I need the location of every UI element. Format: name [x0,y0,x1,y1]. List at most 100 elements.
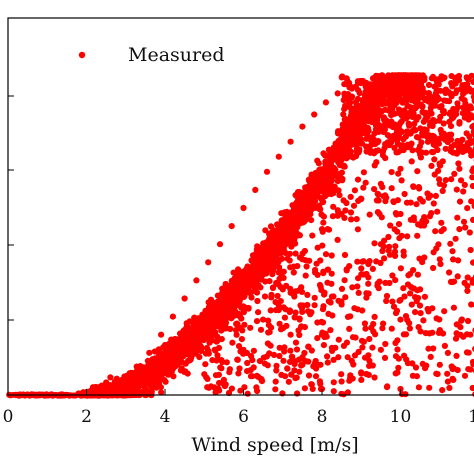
data-point [381,75,388,82]
data-point [327,327,334,334]
x-tick-label: 10 [390,407,412,427]
plot-frame [7,17,474,396]
data-point [238,336,245,343]
data-point [404,102,411,109]
data-point [184,370,191,377]
data-point [365,274,372,281]
data-point [193,320,200,328]
data-point [409,360,416,367]
data-point [425,345,432,352]
data-point [340,197,347,204]
data-point [358,337,366,344]
data-point [260,255,267,262]
data-point [399,99,406,106]
data-point [406,325,413,332]
data-point [415,384,422,391]
data-point [278,219,285,227]
data-point [420,118,427,125]
data-point [427,192,434,199]
data-point [137,377,144,384]
data-point [370,113,378,120]
data-point [301,349,308,357]
data-point [269,284,277,291]
data-point [298,196,305,203]
data-point [371,186,378,193]
data-point [340,131,347,138]
data-point [444,370,451,377]
data-point [162,341,169,349]
data-point [436,135,443,142]
data-point [324,359,331,366]
data-point [266,260,273,267]
data-point [330,356,337,363]
data-point [306,198,314,205]
data-point [241,384,248,391]
data-point [363,102,370,109]
data-point [389,272,396,279]
data-point [212,372,220,379]
data-point [471,138,474,145]
data-point [178,365,185,372]
data-point [419,217,426,224]
data-point [248,353,255,360]
data-point [393,75,400,82]
data-point [146,373,153,381]
data-point [292,309,299,316]
data-point [440,75,447,82]
data-point [374,280,381,287]
data-point [426,213,433,220]
data-point [470,361,474,368]
data-point [363,116,370,123]
data-point [377,259,384,267]
data-point [193,348,200,355]
data-point [422,97,429,104]
data-point [349,122,356,129]
data-point [276,344,283,351]
data-point [428,162,435,169]
data-point [327,157,334,164]
data-point [265,329,272,336]
data-point [390,303,398,310]
data-point [229,339,236,346]
data-point [319,176,326,183]
data-point [395,364,402,371]
x-tick-label: 2 [81,407,92,427]
data-point [292,314,299,321]
data-point [396,80,403,87]
data-point [454,367,461,374]
data-point [215,344,223,351]
data-point [432,228,439,235]
data-point [355,289,362,296]
data-point [203,374,210,381]
data-point [432,192,439,199]
data-point [205,350,212,357]
data-point [294,202,301,209]
data-point [440,110,448,117]
data-point [277,298,284,305]
data-point [416,302,424,309]
data-point [122,376,129,383]
x-tick-label: 6 [238,407,249,427]
x-tick-label: 0 [3,407,14,427]
data-point [449,375,456,382]
data-point [464,81,471,88]
data-point [437,261,444,268]
data-point [330,388,337,395]
data-point [236,365,243,372]
data-point [452,75,459,82]
data-point [452,89,459,97]
data-point [312,266,319,274]
data-point [347,193,354,200]
data-point [388,185,395,192]
data-point [205,384,213,391]
data-point [106,385,114,393]
data-point [228,277,235,284]
data-point [470,78,474,86]
data-point [415,294,422,302]
data-point [334,130,342,137]
data-point [436,361,443,368]
data-point [177,347,185,354]
data-point [354,176,362,183]
data-point [335,354,342,361]
data-point [456,165,463,172]
